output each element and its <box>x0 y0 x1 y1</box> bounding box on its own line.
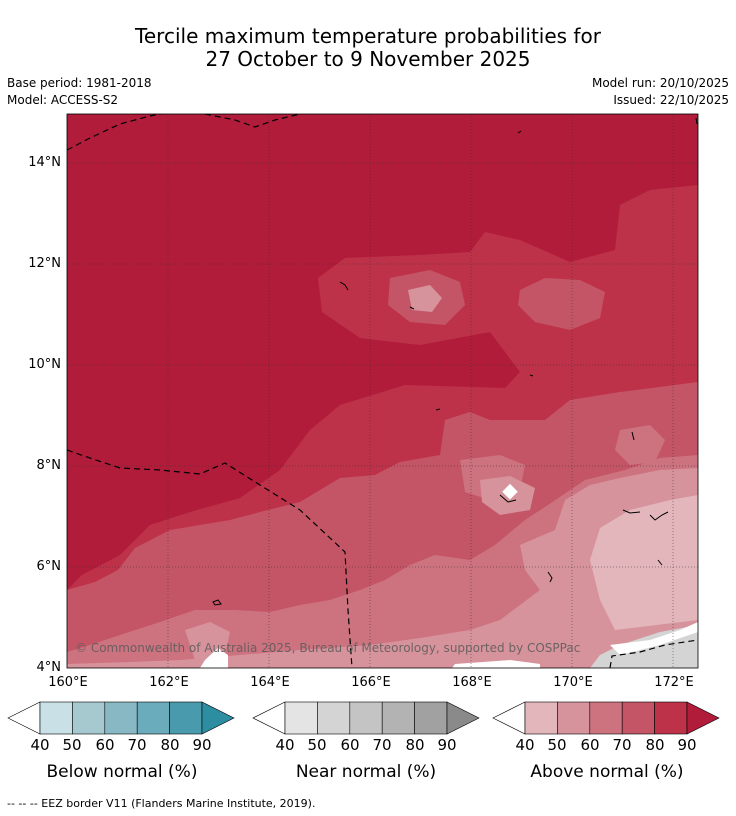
lon-label-168e: 168°E <box>452 675 492 690</box>
map-title-line1: Tercile maximum temperature probabilitie… <box>135 24 601 48</box>
cb-above-tick: 90 <box>677 736 697 754</box>
no-data-patch <box>452 660 540 668</box>
colorbar-segment <box>39 701 73 735</box>
probability-region-50 <box>67 468 698 668</box>
probability-region-50c <box>540 560 572 585</box>
cb-above-title: Above normal (%) <box>530 762 684 782</box>
cb-below-tick: 70 <box>127 736 147 754</box>
lon-label-164e: 164°E <box>250 675 290 690</box>
cb-below-tick: 80 <box>160 736 180 754</box>
eez-border <box>67 114 698 668</box>
colorbar-low-extend <box>492 701 526 735</box>
cb-near-tick: 70 <box>372 736 392 754</box>
cb-above-tick: 70 <box>612 736 632 754</box>
cb-below-title: Below normal (%) <box>46 762 198 782</box>
cb-near-tick: 50 <box>307 736 327 754</box>
colorbar-segment <box>284 701 318 735</box>
map-title-line2: 27 October to 9 November 2025 <box>205 47 531 71</box>
colorbar-segment <box>72 701 106 735</box>
lon-label-172e: 172°E <box>654 675 694 690</box>
colorbar-high-extend <box>686 701 720 735</box>
probability-region-70c <box>518 278 605 330</box>
lon-label-160e: 160°E <box>48 675 88 690</box>
cb-above-tick: 60 <box>580 736 600 754</box>
cb-near-tick: 60 <box>340 736 360 754</box>
lon-label-170e: 170°E <box>553 675 593 690</box>
island-outlines <box>212 117 698 606</box>
cb-above-tick: 50 <box>547 736 567 754</box>
base-period: Base period: 1981-2018 <box>7 76 152 90</box>
no-data-patch <box>502 483 518 500</box>
colorbar-below-normal <box>7 701 235 735</box>
lon-label-166e: 166°E <box>351 675 391 690</box>
cb-below-tick: 50 <box>62 736 82 754</box>
colorbar-segment <box>169 701 203 735</box>
lat-label-12n: 12°N <box>28 256 61 271</box>
eez-footnote: -- -- -- EEZ border V11 (Flanders Marine… <box>7 797 316 810</box>
map-plot-area <box>67 114 698 668</box>
colorbar-segment <box>317 701 351 735</box>
lat-label-10n: 10°N <box>28 357 61 372</box>
colorbar-low-extend <box>252 701 286 735</box>
cb-near-title: Near normal (%) <box>295 762 437 782</box>
colorbar-above-normal <box>492 701 720 735</box>
lon-label-162e: 162°E <box>149 675 189 690</box>
colorbar-segment <box>349 701 383 735</box>
lat-label-6n: 6°N <box>36 559 62 574</box>
colorbar-low-extend <box>7 701 41 735</box>
cb-near-tick: 90 <box>437 736 457 754</box>
lat-label-4n: 4°N <box>36 660 62 675</box>
probability-region-50b <box>408 285 442 312</box>
colorbar-segment <box>654 701 688 735</box>
lat-label-14n: 14°N <box>28 155 61 170</box>
colorbar-high-extend <box>446 701 480 735</box>
model-name: Model: ACCESS-S2 <box>7 93 119 107</box>
cb-near-tick: 40 <box>275 736 295 754</box>
colorbar-segment <box>589 701 623 735</box>
model-run: Model run: 20/10/2025 <box>591 76 729 90</box>
cb-above-tick: 80 <box>645 736 665 754</box>
colorbar-segment <box>621 701 655 735</box>
colorbar-high-extend <box>201 701 235 735</box>
probability-region-60c <box>615 425 665 465</box>
no-data-patch <box>610 622 698 655</box>
cb-near-tick: 80 <box>405 736 425 754</box>
colorbar-segment <box>414 701 448 735</box>
cb-below-tick: 40 <box>30 736 50 754</box>
colorbar-segment <box>557 701 591 735</box>
cb-below-tick: 90 <box>192 736 212 754</box>
copyright-notice: © Commonwealth of Australia 2025, Bureau… <box>75 641 581 655</box>
colorbar-segment <box>524 701 558 735</box>
map-frame <box>66 113 699 669</box>
issued-date: Issued: 22/10/2025 <box>613 93 729 107</box>
colorbar-segment <box>104 701 138 735</box>
colorbar-segment <box>381 701 415 735</box>
probability-region-40 <box>590 495 698 630</box>
no-data-patch <box>200 648 228 668</box>
colorbar-segment <box>136 701 170 735</box>
colorbar-near-normal <box>252 701 480 735</box>
gridlines <box>67 114 698 668</box>
cb-below-tick: 60 <box>95 736 115 754</box>
cb-above-tick: 40 <box>515 736 535 754</box>
lat-label-8n: 8°N <box>36 458 62 473</box>
